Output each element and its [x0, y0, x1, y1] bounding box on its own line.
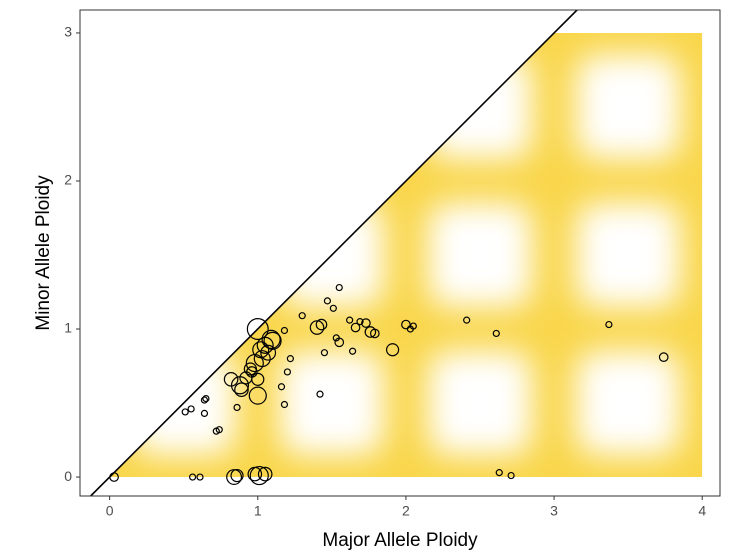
point: [280, 326, 289, 335]
heat-cell: [279, 351, 384, 456]
point: [263, 331, 282, 350]
point: [329, 304, 337, 312]
point: [246, 318, 269, 341]
point: [109, 472, 119, 482]
point: [409, 322, 417, 330]
point: [202, 394, 210, 403]
point: [356, 318, 364, 326]
point: [335, 283, 343, 292]
point: [320, 349, 329, 357]
y-tick-label: 1: [64, 320, 72, 336]
point: [280, 400, 289, 409]
x-tick-label: 2: [402, 503, 410, 519]
heat-cell: [427, 202, 533, 308]
y-axis-title: Minor Allele Ploidy: [33, 175, 54, 331]
heat-cell: [576, 202, 681, 308]
point: [463, 316, 471, 324]
point: [181, 408, 189, 416]
point: [187, 405, 195, 413]
point: [215, 426, 223, 434]
point: [286, 355, 294, 363]
point: [257, 466, 273, 482]
point: [385, 343, 400, 357]
heat-cell: [131, 202, 236, 308]
panel-border: [79, 9, 721, 497]
point: [260, 344, 277, 361]
x-axis-title: Major Allele Ploidy: [322, 530, 478, 551]
point: [346, 316, 354, 324]
point: [495, 469, 503, 477]
point: [251, 372, 265, 386]
y-tick-label: 0: [64, 468, 72, 484]
x-tick-label: 4: [698, 503, 706, 519]
x-tick-label: 3: [550, 503, 558, 519]
point: [348, 347, 357, 355]
point: [200, 409, 209, 417]
point: [364, 326, 377, 338]
x-tick-label: 0: [106, 503, 114, 519]
point: [248, 386, 267, 405]
point: [350, 322, 361, 333]
point: [196, 473, 204, 481]
plot-area: [90, 10, 669, 496]
heatmap: [109, 32, 703, 478]
point: [283, 368, 292, 376]
point: [507, 471, 515, 480]
point: [243, 362, 257, 376]
point: [277, 383, 286, 391]
point: [233, 403, 241, 412]
point: [315, 318, 328, 331]
point: [298, 312, 306, 320]
point: [252, 341, 270, 359]
point: [230, 468, 244, 483]
point: [361, 318, 371, 328]
y-tick-label: 2: [64, 172, 72, 188]
point: [334, 337, 345, 348]
heat-cell: [427, 351, 533, 456]
x-tick-label: 1: [254, 503, 262, 519]
heat-cell: [131, 54, 236, 159]
identity-line: [90, 10, 578, 496]
point: [316, 390, 324, 398]
point: [188, 473, 197, 481]
point: [605, 320, 613, 329]
heat-cell: [576, 351, 681, 456]
point: [309, 320, 325, 335]
point: [249, 465, 269, 486]
point: [200, 396, 209, 404]
point: [261, 329, 281, 349]
heat-cell: [279, 54, 384, 159]
point: [247, 466, 263, 482]
point: [323, 297, 332, 305]
point: [369, 328, 380, 339]
point: [234, 382, 249, 398]
y-tick-label: 3: [64, 24, 72, 40]
point: [658, 352, 669, 362]
heat-cell: [576, 54, 681, 159]
point: [492, 329, 500, 338]
